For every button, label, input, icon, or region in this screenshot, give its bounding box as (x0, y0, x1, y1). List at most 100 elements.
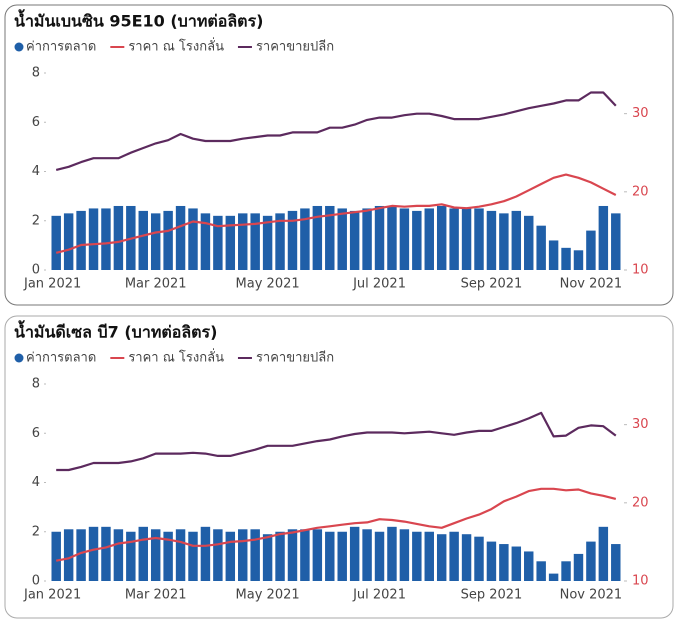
bar (486, 541, 497, 581)
bar (88, 526, 99, 581)
x-tick-label: Mar 2021 (125, 588, 187, 603)
bar (511, 210, 522, 270)
y-tick-label: 6 (32, 426, 40, 441)
bar (200, 213, 211, 270)
bar (213, 215, 223, 270)
y-tick-label: 2 (32, 213, 40, 228)
bar (200, 526, 211, 581)
bar (586, 230, 596, 270)
bar (474, 208, 484, 270)
bar (611, 544, 621, 581)
bar (561, 561, 571, 581)
x-tick-label: Nov 2021 (560, 277, 623, 292)
bar (163, 210, 173, 270)
bar (76, 210, 86, 270)
y-tick-label: 6 (32, 115, 40, 130)
bar (349, 210, 360, 270)
x-tick-label: Sep 2021 (461, 277, 523, 292)
legend-label: ค่าการตลาด (26, 40, 96, 55)
legend-label: ราคา ณ โรงกลั่น (128, 38, 224, 55)
bar (524, 215, 534, 270)
bar (225, 215, 236, 270)
y2-tick-label: 10 (632, 263, 649, 278)
bar (374, 531, 385, 581)
bar (598, 205, 609, 270)
y-tick-label: 0 (32, 263, 40, 278)
y2-tick-label: 20 (632, 495, 649, 510)
bar (449, 531, 459, 581)
bar (337, 531, 347, 581)
bar (101, 208, 111, 270)
bar (586, 541, 596, 581)
bar (225, 531, 236, 581)
x-tick-label: Mar 2021 (125, 277, 187, 292)
bar (262, 534, 273, 581)
x-tick-label: Jul 2021 (352, 588, 406, 603)
bar (536, 561, 546, 581)
chart-title: น้ำมันดีเซล บี7 (บาทต่อลิตร) (14, 320, 217, 342)
bar (250, 213, 260, 270)
bar (561, 247, 571, 270)
bar (387, 526, 397, 581)
x-tick-label: May 2021 (236, 588, 300, 603)
bar (536, 225, 546, 270)
x-tick-label: May 2021 (236, 277, 300, 292)
chart-title: น้ำมันเบนซิน 95E10 (บาทต่อลิตร) (14, 9, 263, 31)
bar (486, 210, 497, 270)
bar (138, 526, 148, 581)
y-tick-label: 4 (32, 475, 40, 490)
bar (598, 526, 609, 581)
bar (51, 531, 61, 581)
bar (250, 529, 260, 581)
bar (312, 529, 323, 581)
bar (573, 553, 584, 581)
x-tick-label: Nov 2021 (560, 588, 623, 603)
bar (548, 240, 559, 270)
bar (126, 531, 136, 581)
bar (63, 213, 74, 270)
bar (424, 531, 434, 581)
bar (325, 531, 335, 581)
bar (387, 205, 397, 270)
line (55, 487, 617, 562)
bar (262, 215, 273, 270)
legend-marker (14, 42, 24, 52)
bar (150, 529, 161, 581)
x-tick-label: Jan 2021 (23, 277, 81, 292)
bar (300, 529, 310, 581)
bar (76, 529, 86, 581)
bar (362, 529, 372, 581)
y-tick-label: 2 (32, 524, 40, 539)
line (56, 411, 617, 472)
bar (399, 529, 410, 581)
bar (511, 546, 522, 581)
bar (275, 213, 285, 270)
y2-tick-label: 30 (632, 417, 649, 432)
bar (499, 544, 509, 581)
line (55, 91, 617, 171)
bar (349, 526, 360, 581)
bar (188, 531, 198, 581)
y2-tick-label: 20 (632, 184, 649, 199)
bar (300, 208, 310, 270)
bar (337, 208, 347, 270)
bar (424, 208, 434, 270)
line (55, 173, 617, 254)
bar (213, 529, 223, 581)
bar (461, 208, 472, 270)
legend-label: ราคา ณ โรงกลั่น (128, 349, 224, 366)
bar (412, 531, 422, 581)
bar (113, 529, 124, 581)
bar (175, 205, 186, 270)
bar (312, 205, 323, 270)
bar (499, 213, 509, 270)
bar (138, 210, 148, 270)
bar (412, 210, 422, 270)
bar (238, 213, 248, 270)
x-tick-label: Jan 2021 (23, 588, 81, 603)
bar (399, 208, 410, 270)
legend-marker (14, 353, 24, 363)
legend-label: ราคาขายปลีก (256, 39, 334, 55)
bar (325, 205, 335, 270)
bar (611, 213, 621, 270)
